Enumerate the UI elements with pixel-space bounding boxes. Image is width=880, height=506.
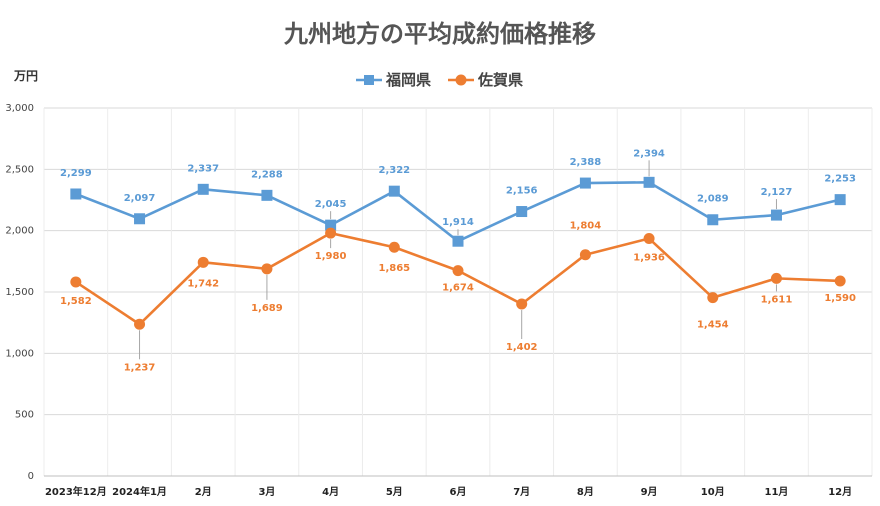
data-label-saga: 1,865 [378, 263, 410, 274]
x-tick-label: 5月 [386, 486, 403, 498]
legend[interactable]: 福岡県 佐賀県 [356, 71, 523, 89]
data-label-fukuoka: 2,337 [187, 163, 219, 174]
data-label-saga: 1,237 [124, 362, 156, 373]
data-label-fukuoka: 2,394 [633, 148, 665, 159]
x-tick-label: 2023年12月 [45, 485, 107, 498]
x-tick-label: 2月 [195, 486, 212, 498]
data-label-fukuoka: 2,322 [378, 165, 410, 176]
data-point-saga [516, 298, 528, 310]
data-label-saga: 1,611 [761, 294, 793, 305]
data-point-saga [70, 276, 82, 288]
y-tick-label: 0 [28, 471, 34, 482]
chart-title: 九州地方の平均成約価格推移 [283, 20, 596, 48]
data-point-fukuoka [452, 235, 464, 247]
data-label-fukuoka: 1,914 [442, 217, 474, 228]
x-tick-label: 12月 [828, 486, 852, 498]
data-point-saga [770, 272, 782, 284]
data-label-fukuoka: 2,156 [506, 186, 538, 197]
legend-label-saga: 佐賀県 [477, 71, 523, 89]
data-point-saga [197, 256, 209, 268]
y-tick-label: 1,500 [5, 287, 34, 298]
legend-marker-fukuoka [364, 75, 374, 85]
data-point-saga [707, 292, 719, 304]
data-label-fukuoka: 2,253 [824, 174, 856, 185]
data-point-fukuoka [579, 177, 591, 189]
data-label-fukuoka: 2,089 [697, 194, 729, 205]
data-label-saga: 1,742 [187, 278, 219, 289]
data-point-fukuoka [770, 209, 782, 221]
data-point-saga [134, 318, 146, 330]
data-point-saga [261, 263, 273, 275]
x-tick-label: 6月 [450, 486, 467, 498]
data-label-saga: 1,590 [824, 293, 856, 304]
data-point-fukuoka [643, 176, 655, 188]
data-label-saga: 1,674 [442, 283, 474, 294]
data-point-saga [579, 249, 591, 261]
x-tick-label: 11月 [765, 486, 789, 498]
y-tick-label: 2,000 [5, 226, 34, 237]
data-label-saga: 1,582 [60, 296, 92, 307]
x-tick-label: 7月 [513, 486, 530, 498]
data-label-fukuoka: 2,288 [251, 169, 283, 180]
data-point-saga [643, 233, 655, 245]
data-label-fukuoka: 2,045 [315, 199, 347, 210]
data-label-saga: 1,454 [697, 320, 729, 331]
x-tick-label: 3月 [258, 486, 275, 498]
data-label-saga: 1,980 [315, 251, 347, 262]
data-label-saga: 1,936 [633, 253, 665, 264]
data-point-fukuoka [197, 183, 209, 195]
data-label-saga: 1,402 [506, 342, 538, 353]
data-point-fukuoka [388, 185, 400, 197]
x-tick-label: 2024年1月 [112, 485, 167, 498]
data-labels: 2,299 2,097 2,337 2,288 2,045 2,322 1,914 2,156… [60, 148, 856, 373]
series-layer [70, 176, 846, 330]
x-tick-label: 8月 [577, 486, 594, 498]
data-point-saga [388, 241, 400, 253]
x-tick-label: 4月 [322, 486, 339, 498]
data-label-fukuoka: 2,127 [761, 187, 793, 198]
y-tick-label: 3,000 [5, 103, 34, 114]
data-point-fukuoka [516, 206, 528, 218]
data-point-fukuoka [261, 189, 273, 201]
y-unit-label: 万円 [13, 69, 38, 83]
y-tick-label: 500 [15, 410, 34, 421]
data-point-saga [452, 265, 464, 277]
x-tick-label: 10月 [701, 486, 725, 498]
data-point-fukuoka [134, 213, 146, 225]
data-label-fukuoka: 2,388 [570, 157, 602, 168]
data-label-saga: 1,804 [570, 221, 602, 232]
x-tick-label: 9月 [641, 486, 658, 498]
data-label-saga: 1,689 [251, 303, 283, 314]
axes: 0 500 1,000 1,500 2,000 2,500 3,000 2023年12月 202… [5, 103, 872, 498]
data-point-fukuoka [325, 219, 337, 231]
legend-marker-saga [455, 74, 467, 86]
data-point-saga [834, 275, 846, 287]
data-point-fukuoka [707, 214, 719, 226]
legend-label-fukuoka: 福岡県 [385, 71, 431, 89]
y-tick-label: 2,500 [5, 164, 34, 175]
data-point-fukuoka [834, 194, 846, 206]
data-label-fukuoka: 2,299 [60, 168, 92, 179]
data-point-saga [325, 227, 337, 239]
y-tick-label: 1,000 [5, 348, 34, 359]
data-point-fukuoka [70, 188, 82, 200]
data-label-fukuoka: 2,097 [124, 193, 156, 204]
